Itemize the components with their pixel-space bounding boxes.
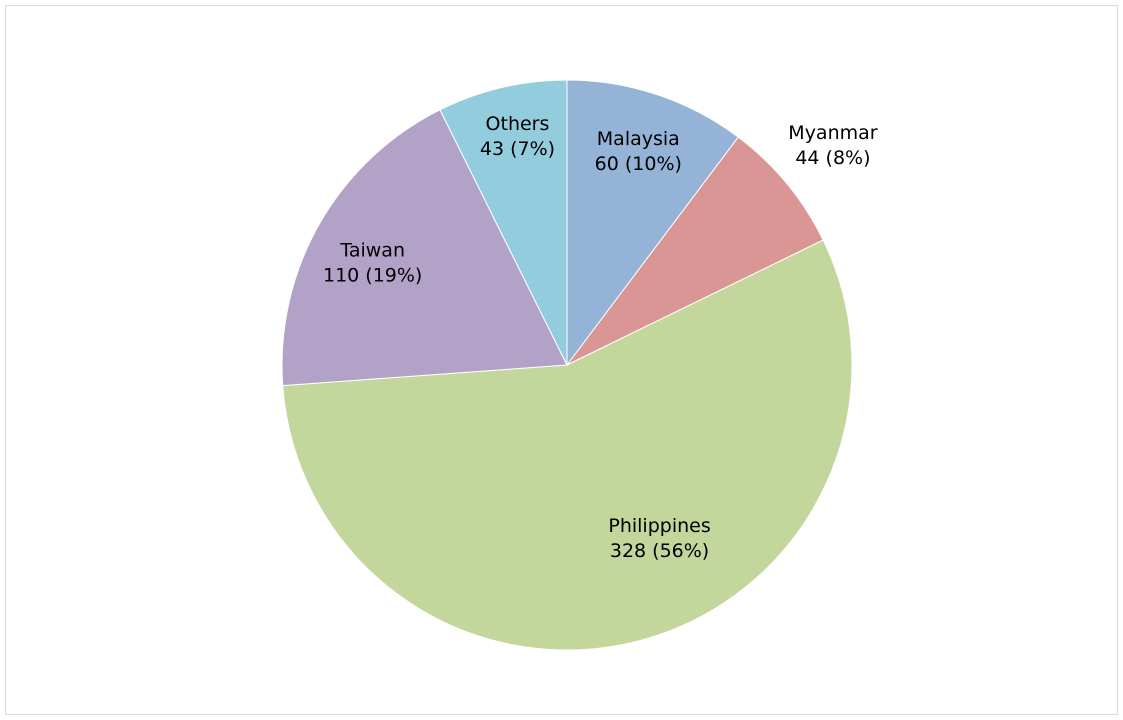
pie-slice xyxy=(281,109,568,387)
slice-value-label: 43 (7%) xyxy=(480,138,555,160)
pie-slice xyxy=(282,239,853,651)
slice-label: Myanmar xyxy=(788,122,877,144)
pie-slice xyxy=(439,79,568,366)
slice-value-label: 110 (19%) xyxy=(323,265,422,287)
slice-value-label: 328 (56%) xyxy=(610,540,709,562)
slice-label: Taiwan xyxy=(339,240,405,262)
slice-label: Others xyxy=(486,113,550,135)
slice-label: Philippines xyxy=(608,515,710,537)
slice-value-label: 44 (8%) xyxy=(795,147,870,169)
slice-value-label: 60 (10%) xyxy=(595,153,682,175)
pie-slice xyxy=(566,79,739,367)
slice-label: Malaysia xyxy=(597,128,680,150)
pie-slice xyxy=(566,136,824,366)
